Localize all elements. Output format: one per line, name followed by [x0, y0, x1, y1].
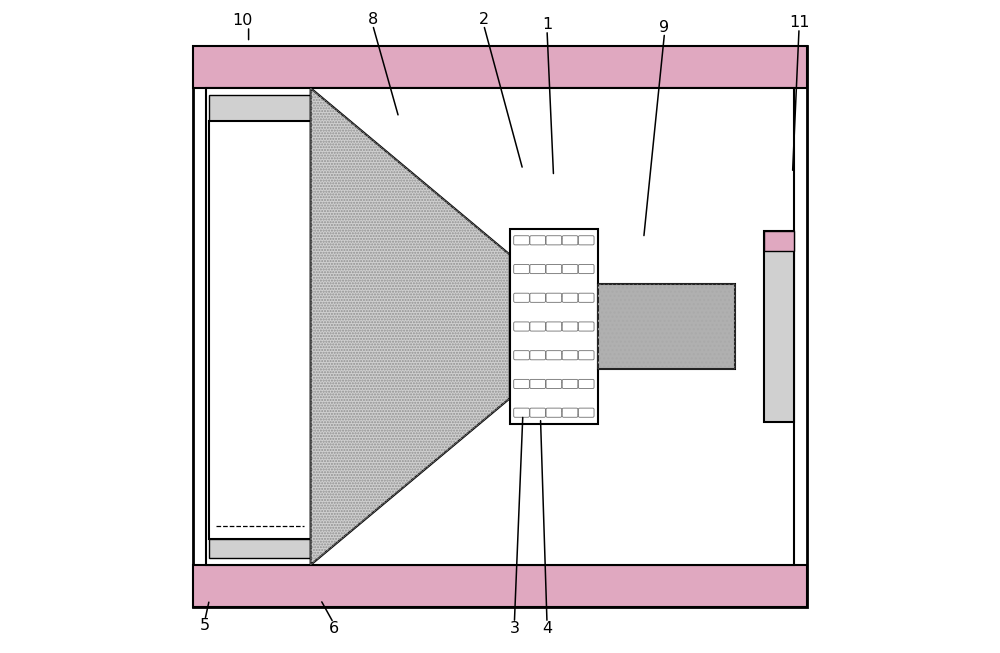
FancyBboxPatch shape — [578, 379, 594, 389]
FancyBboxPatch shape — [578, 408, 594, 417]
FancyBboxPatch shape — [546, 236, 562, 245]
Bar — [764, 231, 794, 422]
Bar — [209, 121, 311, 539]
Bar — [193, 565, 807, 607]
FancyBboxPatch shape — [546, 379, 562, 389]
Text: 2: 2 — [479, 12, 489, 27]
Bar — [206, 88, 794, 565]
Bar — [193, 46, 807, 88]
FancyBboxPatch shape — [562, 351, 578, 360]
FancyBboxPatch shape — [530, 322, 546, 331]
FancyBboxPatch shape — [546, 293, 562, 302]
FancyBboxPatch shape — [546, 264, 562, 274]
FancyBboxPatch shape — [578, 264, 594, 274]
FancyBboxPatch shape — [578, 236, 594, 245]
FancyBboxPatch shape — [562, 264, 578, 274]
Bar — [209, 95, 311, 121]
FancyBboxPatch shape — [514, 293, 529, 302]
Text: 1: 1 — [542, 18, 552, 32]
Text: 11: 11 — [789, 16, 809, 30]
FancyBboxPatch shape — [562, 236, 578, 245]
FancyBboxPatch shape — [514, 408, 529, 417]
Bar — [510, 229, 598, 424]
FancyBboxPatch shape — [578, 293, 594, 302]
FancyBboxPatch shape — [578, 351, 594, 360]
FancyBboxPatch shape — [514, 379, 529, 389]
FancyBboxPatch shape — [514, 322, 529, 331]
FancyBboxPatch shape — [530, 351, 546, 360]
FancyBboxPatch shape — [514, 351, 529, 360]
Bar — [764, 231, 794, 251]
Bar — [193, 46, 807, 607]
FancyBboxPatch shape — [530, 293, 546, 302]
FancyBboxPatch shape — [514, 264, 529, 274]
Polygon shape — [311, 88, 510, 565]
FancyBboxPatch shape — [530, 379, 546, 389]
FancyBboxPatch shape — [562, 322, 578, 331]
FancyBboxPatch shape — [530, 264, 546, 274]
FancyBboxPatch shape — [514, 236, 529, 245]
Text: 9: 9 — [659, 20, 670, 35]
FancyBboxPatch shape — [546, 322, 562, 331]
FancyBboxPatch shape — [562, 293, 578, 302]
Text: 3: 3 — [509, 621, 519, 635]
FancyBboxPatch shape — [546, 408, 562, 417]
Text: 4: 4 — [542, 621, 552, 635]
Bar — [598, 284, 735, 369]
Bar — [209, 539, 311, 558]
FancyBboxPatch shape — [578, 322, 594, 331]
FancyBboxPatch shape — [530, 408, 546, 417]
Bar — [598, 284, 735, 369]
FancyBboxPatch shape — [562, 379, 578, 389]
FancyBboxPatch shape — [562, 408, 578, 417]
FancyBboxPatch shape — [530, 236, 546, 245]
Text: 8: 8 — [368, 12, 378, 27]
Text: 5: 5 — [200, 618, 210, 633]
Text: 10: 10 — [232, 14, 252, 28]
FancyBboxPatch shape — [546, 351, 562, 360]
Text: 6: 6 — [328, 621, 339, 635]
